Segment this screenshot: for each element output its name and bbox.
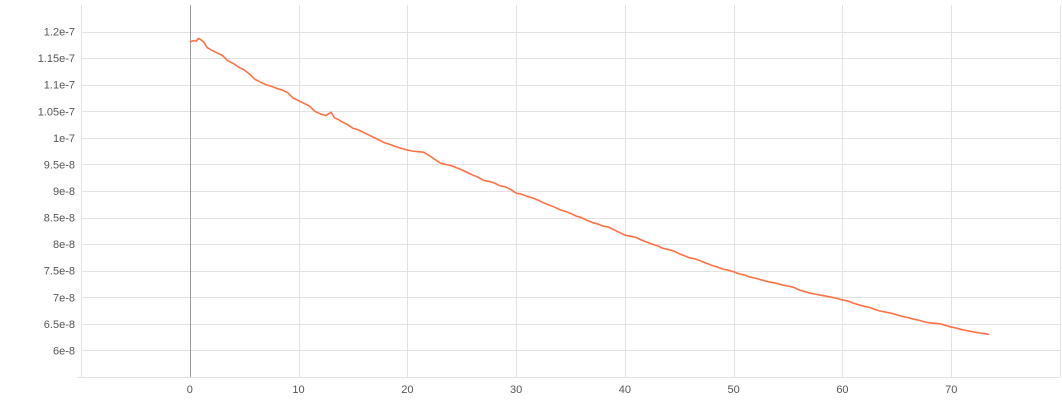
- y-tick-label: 1.2e-7: [44, 27, 75, 39]
- y-tick-label: 6e-8: [53, 345, 75, 357]
- axis-layer: [77, 5, 191, 378]
- y-tick-label: 1e-7: [53, 133, 75, 145]
- y-tick-label: 8.5e-8: [44, 213, 75, 225]
- x-tick-label: 30: [510, 384, 522, 396]
- y-tick-label: 7e-8: [53, 292, 75, 304]
- x-tick-label: 50: [728, 384, 740, 396]
- series-layer: [189, 37, 990, 336]
- y-tick-label: 6.5e-8: [44, 319, 75, 331]
- y-tick-label: 1.15e-7: [38, 53, 75, 65]
- series-line: [189, 37, 990, 336]
- y-tick-label: 1.05e-7: [38, 106, 75, 118]
- y-tick-label: 8e-8: [53, 239, 75, 251]
- x-tick-label: 10: [292, 384, 304, 396]
- tick-label-layer: 0 10 20 30 40 50 60 70 6e-8 6.5e-8 7e-8 7.5e-8 8e-8 8…: [38, 27, 958, 396]
- grid-layer: [81, 5, 1061, 378]
- x-tick-label: 60: [836, 384, 848, 396]
- x-tick-label: 20: [401, 384, 413, 396]
- y-tick-label: 1.1e-7: [44, 80, 75, 92]
- y-tick-label: 9.5e-8: [44, 159, 75, 171]
- y-tick-label: 7.5e-8: [44, 266, 75, 278]
- x-tick-label: 70: [945, 384, 957, 396]
- x-tick-label: 40: [619, 384, 631, 396]
- x-tick-label: 0: [187, 384, 193, 396]
- y-tick-label: 9e-8: [53, 186, 75, 198]
